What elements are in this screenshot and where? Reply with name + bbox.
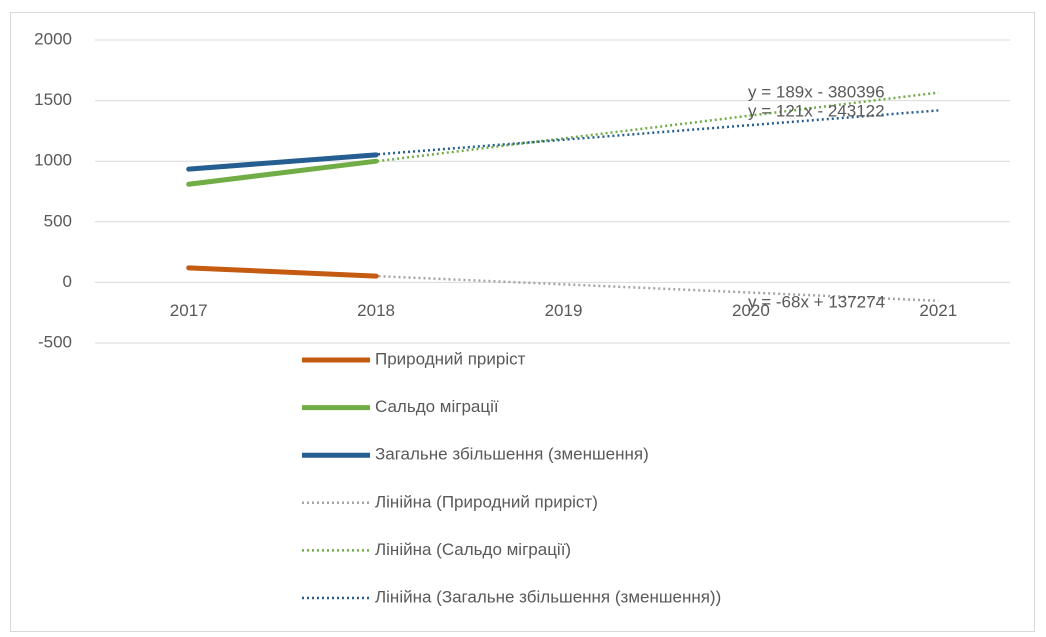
series-line	[186, 152, 379, 172]
y-tick-label: 2000	[34, 29, 72, 48]
y-tick-label: -500	[38, 332, 72, 351]
legend-label: Загальне збільшення (зменшення)	[375, 445, 649, 464]
y-tick-label: 1000	[34, 151, 72, 170]
x-tick-label: 2018	[357, 301, 395, 320]
legend-label: Лінійна (Природний приріст)	[375, 492, 598, 511]
trend-equation: y = 121x - 243122	[748, 101, 885, 120]
x-tick-label: 2017	[170, 301, 208, 320]
legend-label: Сальдо міграції	[375, 397, 499, 416]
trend-equation: y = 189x - 380396	[748, 82, 885, 101]
x-tick-label: 2021	[919, 301, 957, 320]
x-tick-label: 2020	[732, 301, 770, 320]
series-line	[186, 158, 379, 187]
legend-label: Лінійна (Сальдо міграції)	[375, 540, 571, 559]
y-tick-label: 500	[44, 211, 72, 230]
series-line	[186, 265, 379, 279]
x-tick-label: 2019	[545, 301, 583, 320]
y-tick-label: 0	[63, 272, 72, 291]
y-tick-label: 1500	[34, 90, 72, 109]
trend-equation: y = -68x + 137274	[748, 292, 885, 311]
legend-label: Природний приріст	[375, 349, 526, 368]
legend-label: Лінійна (Загальне збільшення (зменшення)…	[375, 587, 721, 606]
